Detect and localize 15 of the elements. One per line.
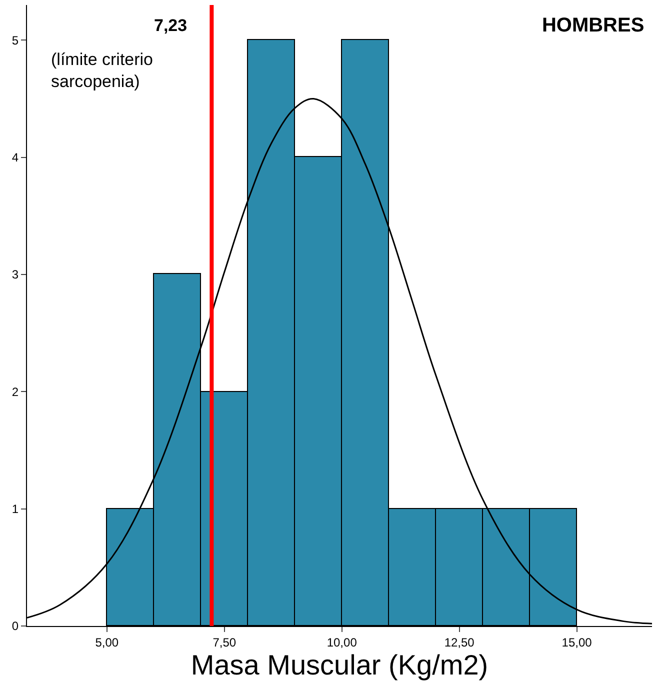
y-tick-label: 4: [12, 150, 19, 165]
x-tick-label: 7,50: [212, 635, 236, 650]
x-axis-title: Masa Muscular (Kg/m2): [190, 650, 488, 680]
y-tick-label: 5: [12, 33, 19, 48]
y-tick-label: 0: [12, 619, 19, 634]
x-tick-label: 12,50: [444, 635, 475, 650]
y-tick-label: 1: [12, 502, 19, 516]
x-tick-label: 10,00: [326, 635, 358, 650]
text: HOMBRES: [542, 14, 644, 36]
annotation: (límite criterio sarcopenia): [51, 50, 154, 92]
y-tick-label: 3: [12, 268, 19, 282]
x-tick-label: 5,00: [95, 635, 119, 650]
x-tick-label: 15,00: [562, 635, 592, 650]
ref-line-label: 7,23: [154, 16, 188, 35]
y-tick-label: 2: [12, 384, 19, 399]
